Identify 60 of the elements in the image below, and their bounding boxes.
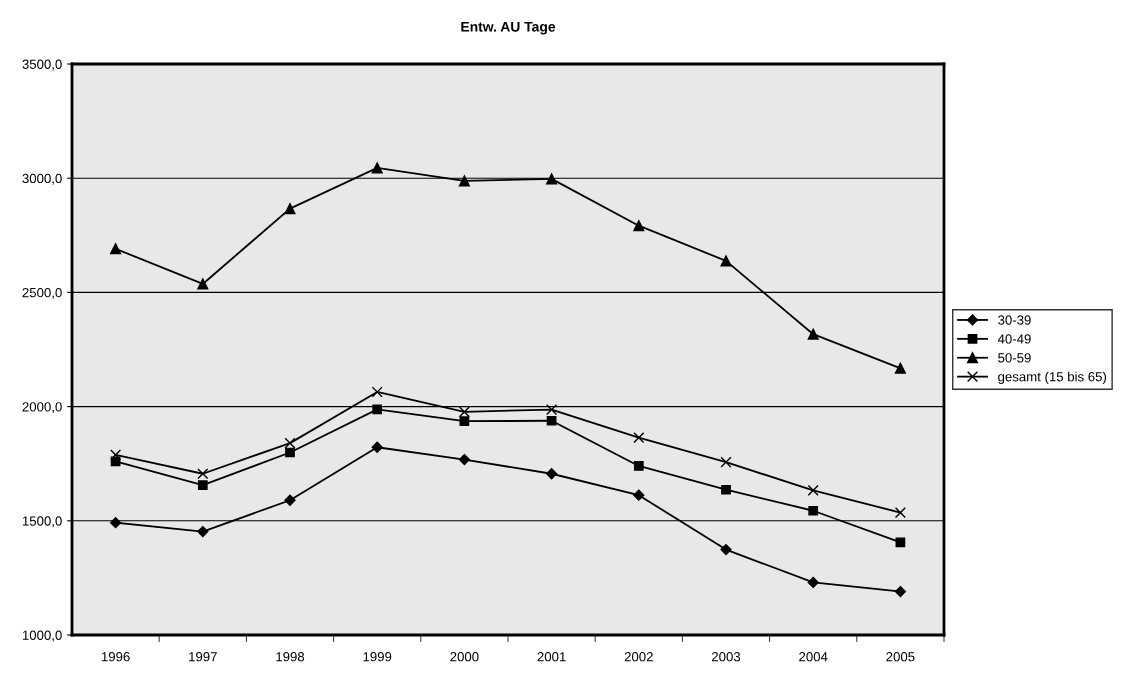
- point: [458, 453, 471, 466]
- point: [894, 585, 907, 598]
- point: [284, 203, 296, 215]
- legend-label: 50-59: [998, 353, 1031, 363]
- point: [110, 449, 122, 461]
- point: [720, 543, 732, 556]
- point: [546, 415, 557, 426]
- point: [285, 447, 295, 458]
- point: [371, 441, 383, 453]
- point: [720, 456, 732, 468]
- y-tick-label: 3000,0: [22, 173, 62, 185]
- point: [197, 278, 209, 290]
- y-tick-label: 2500,0: [22, 287, 62, 299]
- point: [633, 461, 644, 471]
- x-tick-label: 2002: [624, 652, 653, 662]
- point: [807, 484, 819, 496]
- point: [197, 468, 209, 480]
- point: [546, 173, 558, 185]
- point: [197, 525, 209, 538]
- point: [459, 416, 470, 427]
- x-tick-label: 2001: [537, 652, 566, 662]
- point: [546, 404, 558, 416]
- point: [894, 362, 906, 374]
- x-tick-label: 2003: [711, 652, 741, 662]
- x-tick-label: 1998: [276, 652, 305, 662]
- point: [372, 404, 383, 415]
- point: [371, 162, 383, 174]
- point: [633, 432, 645, 444]
- x-tick-label: 2000: [450, 652, 479, 662]
- x-tick-label: 2005: [886, 652, 915, 662]
- point: [371, 386, 383, 398]
- y-tick-label: 1000,0: [22, 630, 62, 642]
- legend-label: 40-49: [997, 334, 1031, 344]
- point: [284, 437, 296, 449]
- point: [197, 480, 208, 491]
- point: [721, 484, 731, 495]
- point: [284, 494, 296, 506]
- x-tick-label: 2004: [799, 652, 828, 662]
- point: [633, 489, 645, 501]
- point: [807, 328, 819, 340]
- y-tick-label: 1500,0: [22, 516, 62, 528]
- point: [458, 406, 470, 418]
- legend-label: gesamt (15 bis 65): [998, 371, 1107, 384]
- y-tick-label: 2000,0: [22, 402, 62, 414]
- point: [807, 576, 819, 589]
- x-tick-label: 1996: [101, 652, 130, 662]
- legend-label: 30-39: [998, 315, 1031, 325]
- point: [894, 507, 906, 519]
- y-tick-label: 3500,0: [22, 59, 62, 71]
- x-tick-label: 1997: [189, 652, 217, 662]
- point: [808, 505, 819, 516]
- chart-title: Entw. AU Tage: [461, 21, 556, 35]
- x-tick-label: 1999: [363, 652, 392, 662]
- point: [895, 537, 906, 548]
- point: [545, 468, 558, 480]
- point: [458, 175, 470, 187]
- point: [720, 255, 732, 267]
- point: [110, 243, 122, 255]
- point: [633, 220, 645, 232]
- point: [109, 517, 122, 529]
